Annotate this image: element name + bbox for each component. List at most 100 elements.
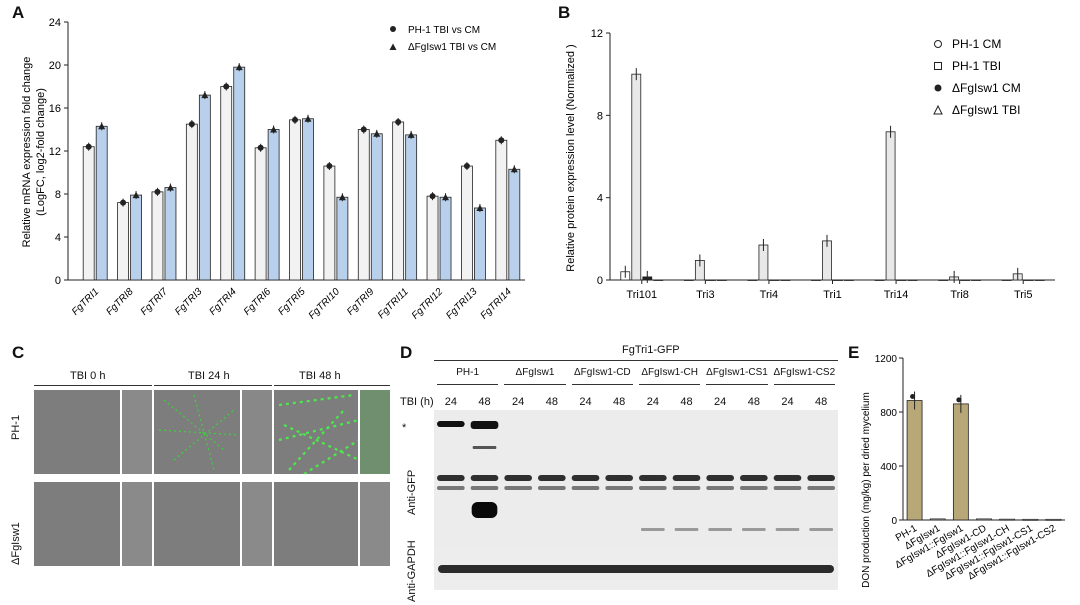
band-main: [504, 475, 532, 481]
time-label: 24: [646, 396, 659, 408]
band-secondary: [773, 486, 802, 490]
bar-b: [811, 279, 821, 281]
bar-a: [130, 194, 142, 281]
bar-e: [1022, 518, 1039, 521]
x-tick-label-a: FgTRI12: [410, 286, 446, 322]
band-faint: [674, 528, 699, 531]
y-tick-label-e: 400: [880, 462, 897, 473]
bar-a: [405, 134, 418, 281]
bar-e: [952, 403, 969, 521]
bar-a: [426, 195, 439, 281]
strain-underline: [437, 384, 499, 385]
bar-b: [716, 279, 727, 281]
bar-b: [896, 279, 907, 281]
legend-label-a: PH-1 TBI vs CM: [408, 25, 480, 36]
band-secondary: [504, 486, 532, 490]
legend-marker-a: [390, 26, 396, 32]
x-tick-label-b: Tri14: [884, 289, 909, 301]
hypha-signal: [158, 429, 240, 436]
panel-letter-c: C: [12, 343, 25, 362]
point-a: [120, 199, 127, 206]
x-tick-label-a: FgTRI6: [242, 286, 274, 318]
band-secondary: [639, 486, 667, 490]
time-label: 48: [478, 396, 491, 408]
band-main: [807, 475, 835, 481]
blot-title: FgTri1-GFP: [622, 344, 680, 356]
point-a: [442, 193, 450, 201]
bar-e: [999, 518, 1016, 521]
bar-b: [1023, 279, 1034, 281]
y-axis-label-a: Relative mRNA expression fold change: [21, 57, 33, 248]
y-tick-label-a: 0: [55, 275, 61, 287]
band-main: [740, 475, 768, 481]
band-secondary: [740, 486, 768, 490]
legend-label-b: ΔFgIsw1 CM: [952, 81, 1021, 95]
micrograph-isw1-0h: [34, 482, 152, 566]
bar-b: [833, 279, 843, 281]
bar-a: [220, 86, 233, 281]
time-label: 24: [781, 396, 794, 408]
point-a: [270, 126, 278, 133]
point-a: [98, 122, 106, 130]
panel-letter-d: D: [400, 343, 413, 362]
hypha-signal: [303, 439, 360, 474]
x-tick-label-a: FgTRI14: [479, 286, 515, 322]
label-anti-gapdh: Anti-GAPDH: [406, 540, 418, 602]
bar-a: [461, 165, 473, 281]
time-label: 24: [579, 396, 592, 408]
strain-label: PH-1: [456, 367, 480, 378]
bar-b: [907, 279, 918, 281]
band-tri1-48h-low: [471, 502, 498, 518]
time-label: 24: [444, 396, 457, 408]
bar-b: [705, 279, 716, 281]
band-main: [605, 475, 633, 481]
y-axis-label2-a: (LogFC, log2-fold change): [35, 88, 47, 216]
chart-a: 0 4 8 12 16 20 24 Relative mRNA expression fold…: [21, 17, 525, 322]
chart-b: 0 4 8 12 Relative protein expression level (…: [565, 28, 1055, 301]
chart-e: 0 400 800 1200 DON production (mg/kg) per dr…: [861, 354, 1065, 588]
point-a: [498, 137, 505, 144]
bar-a: [323, 165, 336, 281]
time-label: 48: [747, 396, 760, 408]
band-faint: [641, 528, 665, 531]
x-tick-label-a: FgTRI9: [345, 286, 377, 318]
bar-a: [233, 66, 246, 281]
x-tick-label-a: FgTRI1: [70, 286, 101, 317]
time-label: 48: [680, 396, 693, 408]
strain-label: ΔFgIsw1-CD: [573, 367, 631, 378]
bar-a: [439, 196, 452, 281]
y-tick-label-b: 12: [591, 28, 603, 40]
bar-e: [976, 518, 992, 521]
x-tick-label-b: Tri1: [823, 289, 842, 301]
bar-b: [653, 279, 664, 281]
bar-a: [289, 119, 301, 281]
y-tick-label-b: 4: [597, 193, 603, 205]
x-tick-label-a: FgTRI13: [444, 286, 480, 322]
legend-marker-b: [933, 104, 943, 115]
point-a: [463, 163, 470, 170]
bar-b: [631, 73, 642, 281]
x-tick-label-a: FgTRI10: [307, 286, 343, 322]
y-tick-label-a: 24: [49, 17, 61, 29]
bar-b: [1034, 279, 1045, 281]
x-tick-label-a: FgTRI4: [207, 286, 239, 318]
point-e: [956, 397, 962, 403]
bar-b: [780, 279, 791, 281]
strain-underline: [706, 384, 768, 385]
x-tick-label-b: Tri4: [760, 289, 779, 301]
x-tick-label-a: FgTRI3: [173, 286, 205, 318]
x-tick-label-b: Tri8: [950, 289, 969, 301]
bar-a: [117, 202, 129, 281]
bar-a: [151, 191, 164, 281]
bar-a: [336, 196, 349, 281]
col-label-48h: TBI 48 h: [299, 370, 341, 382]
bar-b: [885, 131, 896, 281]
band-faint: [708, 528, 732, 531]
x-tick-label-b: Tri5: [1014, 289, 1033, 301]
band-secondary: [807, 486, 835, 490]
point-a: [223, 83, 230, 90]
bar-a: [254, 147, 267, 281]
band-secondary: [470, 486, 499, 490]
micrograph-ph1-24h: [154, 390, 272, 474]
bar-a: [198, 94, 211, 281]
